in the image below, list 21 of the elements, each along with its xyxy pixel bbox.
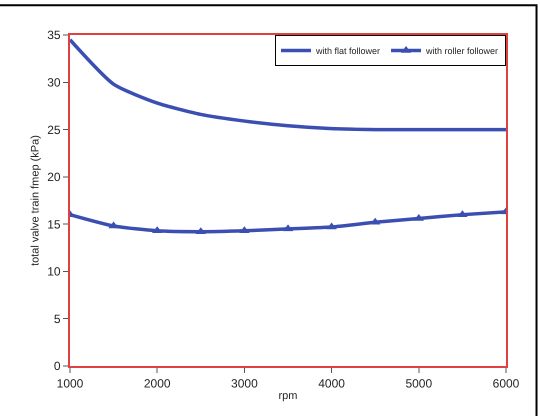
x-tick-label: 5000 xyxy=(405,376,432,390)
legend-label: with flat follower xyxy=(315,46,380,56)
y-tick-label: 10 xyxy=(47,264,61,279)
point xyxy=(414,214,424,221)
legend-label: with roller follower xyxy=(425,46,498,56)
y-tick-label: 30 xyxy=(47,75,61,90)
x-axis-title: rpm xyxy=(278,390,298,402)
x-tick-label: 2000 xyxy=(144,376,171,390)
x-tick-label: 1000 xyxy=(56,376,84,390)
line-series xyxy=(70,38,506,132)
x-tick-label: 3000 xyxy=(231,376,258,390)
y-tick-label: 20 xyxy=(47,170,61,184)
x-tick-label: 4000 xyxy=(318,376,346,390)
x-tick-label: 6000 xyxy=(492,376,520,390)
y-tick-label: 35 xyxy=(47,28,61,42)
y-tick-label: 5 xyxy=(54,312,61,326)
y-tick-label: 15 xyxy=(47,217,61,232)
y-tick-label: 25 xyxy=(47,122,61,137)
point xyxy=(152,226,162,234)
y-axis-title: total valve train fmep (kPa) xyxy=(29,135,42,266)
y-tick-label: 0 xyxy=(54,359,61,374)
